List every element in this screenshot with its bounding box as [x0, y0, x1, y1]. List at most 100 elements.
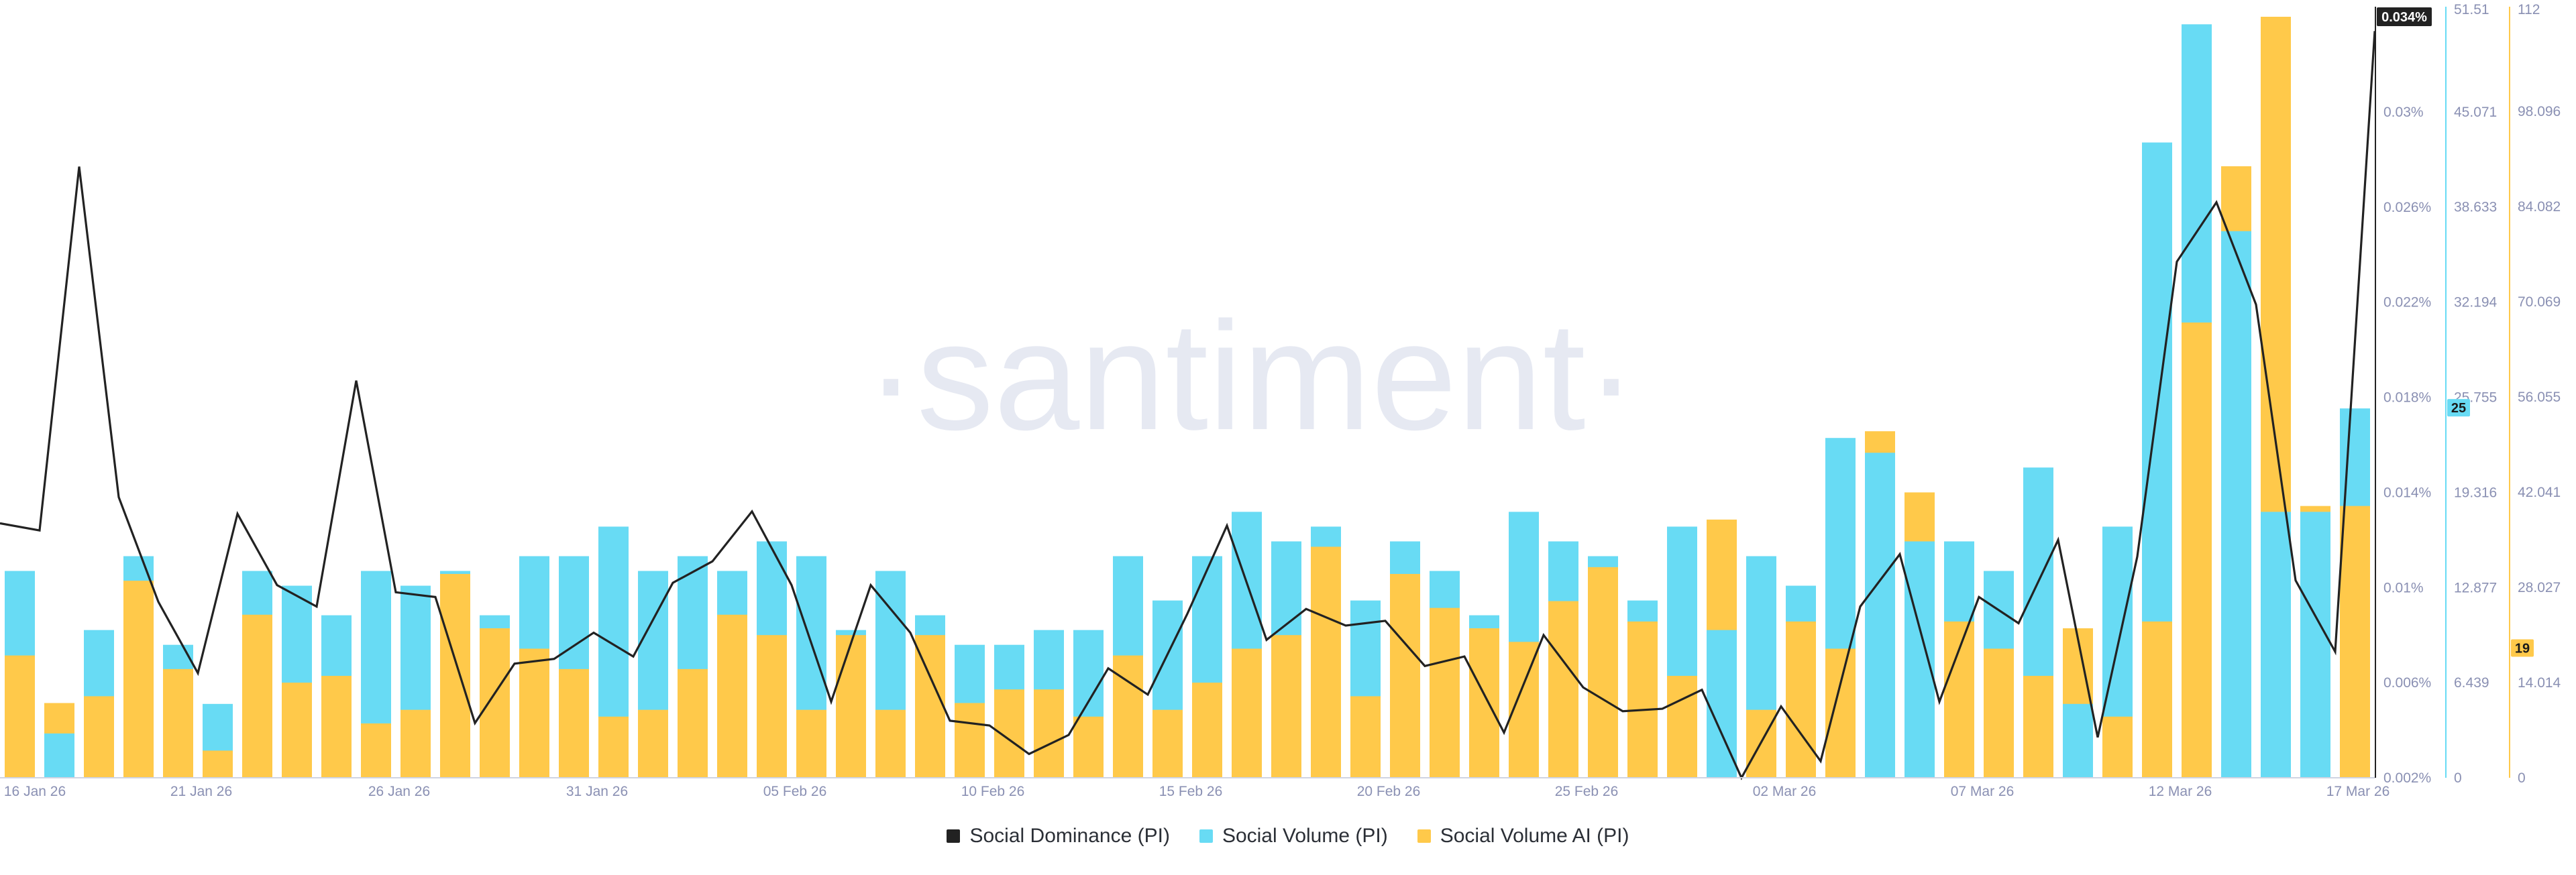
volume-ai-bar	[519, 648, 549, 778]
volume-ai-bar	[84, 696, 114, 778]
x-tick-label: 20 Feb 26	[1357, 784, 1421, 799]
dominance-tick-label: 0.022%	[2383, 295, 2431, 310]
volume-ai-bar	[598, 716, 629, 778]
volume-ai-bar	[796, 709, 826, 778]
volume-ai-bar	[2102, 716, 2133, 778]
volume-ai-bar	[321, 675, 352, 778]
volume-ai-bar	[123, 581, 154, 778]
volume-tick-label: 19.316	[2454, 485, 2497, 500]
legend-swatch-dominance	[947, 829, 961, 843]
volume-ai-bar	[1350, 696, 1381, 778]
volume-ai-bar	[163, 668, 193, 778]
volume-ai-tick-label: 28.027	[2518, 580, 2561, 595]
volume-ai-bar	[994, 689, 1024, 778]
volume-current-badge	[2447, 399, 2470, 417]
volume-ai-bar	[1944, 621, 1974, 778]
dominance-tick-label: 0.006%	[2383, 675, 2431, 691]
volume-ai-bar	[1271, 635, 1301, 778]
legend-swatch-volume	[1199, 829, 1213, 843]
dominance-tick-label: 0.014%	[2383, 485, 2431, 500]
volume-ai-bar	[1627, 621, 1658, 778]
volume-ai-bar	[361, 723, 391, 778]
volume-ai-bar	[203, 750, 233, 778]
volume-bar	[44, 733, 74, 778]
volume-ai-bar	[1825, 648, 1856, 778]
volume-ai-bar	[836, 635, 866, 778]
y-axes: 0.002% 0.006% 0.01% 0.014% 0.018% 0.022% 0.026…	[2375, 2, 2561, 786]
volume-bar	[1904, 541, 1935, 778]
dominance-current-badge	[2377, 7, 2432, 26]
volume-ai-bar	[1430, 607, 1460, 778]
volume-tick-label: 12.877	[2454, 580, 2497, 595]
volume-ai-bar	[1073, 716, 1104, 778]
dominance-current-value: 0.034%	[2381, 10, 2427, 25]
dominance-tick-label: 0.03%	[2383, 105, 2424, 120]
volume-ai-bar	[717, 614, 747, 778]
legend-item-social-volume[interactable]: Social Volume (PI)	[1199, 825, 1388, 848]
legend-item-social-dominance[interactable]: Social Dominance (PI)	[947, 825, 1170, 848]
x-tick-label: 05 Feb 26	[763, 784, 827, 799]
x-tick-label: 21 Jan 26	[170, 784, 232, 799]
volume-ai-bar	[559, 668, 589, 778]
volume-ai-tick-label: 14.014	[2518, 675, 2561, 691]
volume-ai-tick-label: 42.041	[2518, 485, 2561, 500]
volume-bar	[2300, 512, 2330, 778]
volume-ai-bar	[1667, 675, 1697, 778]
volume-ai-tick-label: 112	[2518, 2, 2540, 17]
volume-ai-bar	[1390, 573, 1420, 778]
volume-tick-label: 6.439	[2454, 675, 2489, 691]
volume-tick-label: 32.194	[2454, 295, 2498, 310]
x-tick-label: 17 Mar 26	[2326, 784, 2390, 799]
volume-ai-bar	[638, 709, 668, 778]
volume-bars	[5, 24, 2370, 778]
volume-ai-bar	[242, 614, 272, 778]
x-tick-label: 25 Feb 26	[1555, 784, 1619, 799]
volume-ai-bar	[1192, 683, 1222, 778]
volume-ai-bar	[1311, 546, 1341, 778]
volume-ai-bar	[1232, 648, 1262, 778]
legend-label: Social Dominance (PI)	[969, 825, 1170, 847]
legend-label: Social Volume AI (PI)	[1440, 825, 1629, 847]
volume-ai-bar	[1548, 601, 1578, 778]
volume-ai-bar	[757, 635, 787, 778]
legend: Social Dominance (PI) Social Volume (PI)…	[0, 825, 2576, 848]
volume-current-value: 25	[2451, 401, 2466, 416]
legend-label: Social Volume (PI)	[1222, 825, 1388, 847]
volume-ai-bar	[480, 628, 510, 778]
volume-ai-bar	[2023, 675, 2053, 778]
volume-bar	[1865, 453, 1895, 778]
volume-ai-bar	[440, 573, 470, 778]
volume-ai-bar	[1588, 567, 1618, 778]
volume-bar	[2063, 703, 2093, 778]
dominance-tick-label: 0.018%	[2383, 390, 2431, 406]
dominance-tick-label: 0.002%	[2383, 770, 2431, 786]
x-axis: 16 Jan 26 21 Jan 26 26 Jan 26 31 Jan 26 05 F…	[0, 777, 2390, 799]
x-tick-label: 16 Jan 26	[4, 784, 66, 799]
volume-ai-bar	[400, 709, 431, 778]
volume-bar	[2261, 512, 2291, 778]
santiment-watermark: ·santiment·	[865, 290, 1637, 462]
volume-ai-bar	[1469, 628, 1499, 778]
dominance-tick-label: 0.026%	[2383, 200, 2431, 215]
volume-tick-label: 45.071	[2454, 105, 2497, 120]
legend-swatch-volume-ai	[1417, 829, 1431, 843]
volume-ai-bar	[2340, 506, 2370, 778]
volume-ai-tick-label: 98.096	[2518, 104, 2561, 119]
volume-ai-bars	[44, 17, 2330, 778]
volume-bar	[1707, 630, 1737, 778]
volume-ai-bar	[1152, 709, 1183, 778]
volume-ai-bar	[1984, 648, 2014, 778]
volume-ai-tick-label: 56.055	[2518, 390, 2561, 405]
volume-tick-label: 0	[2454, 770, 2462, 786]
volume-bar	[2221, 231, 2251, 778]
volume-ai-bar	[1034, 689, 1064, 778]
volume-ai-tick-label: 70.069	[2518, 294, 2561, 310]
dominance-line	[0, 31, 2376, 780]
volume-ai-bar	[282, 683, 312, 778]
volume-tick-label: 38.633	[2454, 200, 2497, 215]
dominance-line-layer	[0, 31, 2376, 780]
x-tick-label: 31 Jan 26	[566, 784, 628, 799]
legend-item-social-volume-ai[interactable]: Social Volume AI (PI)	[1417, 825, 1629, 848]
